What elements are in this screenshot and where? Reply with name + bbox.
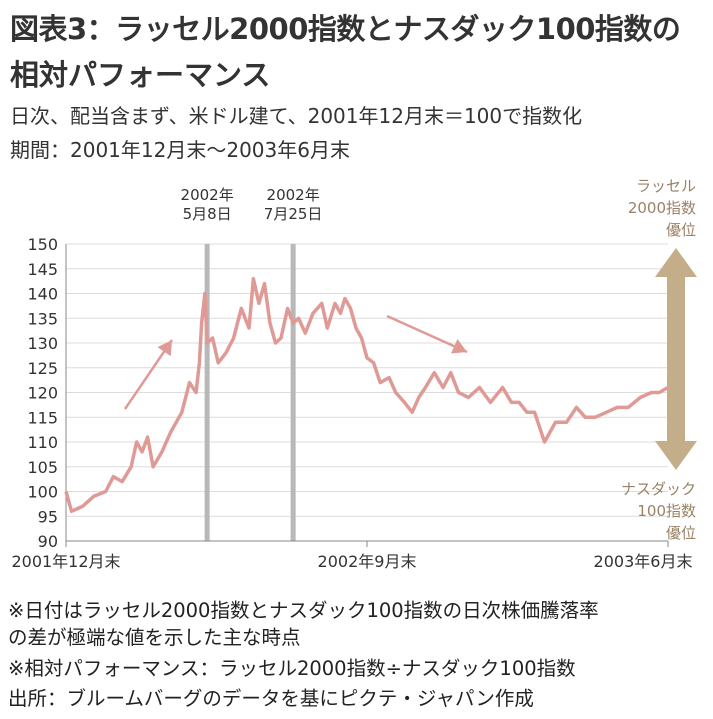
double-arrow-icon	[655, 248, 697, 470]
series-line	[64, 276, 669, 514]
side-label-bottom: 100指数	[637, 502, 696, 520]
footnote-1: ※日付はラッセル2000指数とナスダック100指数の日次株価騰落率	[8, 599, 599, 622]
trend-arrow-up	[123, 339, 174, 410]
x-tick-label: 2001年12月末	[11, 552, 120, 571]
y-tick-label: 135	[27, 309, 58, 328]
chart-subtitle-line2: 期間：2001年12月末～2003年6月末	[10, 138, 350, 162]
y-tick-label: 100	[27, 483, 58, 502]
side-label-top: 優位	[666, 221, 696, 239]
y-tick-label: 90	[38, 532, 58, 551]
chart-title-line2: 相対パフォーマンス	[10, 58, 271, 92]
event-marker-label: 7月25日	[264, 205, 323, 223]
footnote-2: の差が極端な値を示した主な時点	[8, 626, 301, 649]
x-tick-label: 2003年6月末	[594, 552, 693, 571]
y-tick-label: 110	[27, 433, 58, 452]
y-tick-label: 145	[27, 260, 58, 279]
side-label-top: ラッセル	[636, 177, 696, 195]
y-tick-label: 115	[27, 408, 58, 427]
side-label-bottom: ナスダック	[621, 480, 696, 498]
y-tick-label: 150	[27, 235, 58, 254]
y-tick-label: 120	[27, 384, 58, 403]
y-tick-label: 140	[27, 285, 58, 304]
chart-title-line1: 図表3：ラッセル2000指数とナスダック100指数の	[10, 12, 681, 46]
trend-arrow-head	[450, 338, 467, 354]
y-tick-label: 130	[27, 334, 58, 353]
event-marker-label: 2002年	[181, 186, 234, 204]
y-tick-label: 105	[27, 458, 58, 477]
side-label-bottom: 優位	[666, 524, 696, 542]
event-marker-label: 2002年	[267, 186, 320, 204]
trend-arrow-shaft	[386, 314, 468, 354]
source-note: 出所：ブルームバーグのデータを基にピクテ・ジャパン作成	[8, 687, 534, 710]
event-marker-label: 5月8日	[183, 205, 232, 223]
trend-arrow-down	[386, 314, 468, 354]
y-tick-label: 95	[38, 507, 58, 526]
footnote-3: ※相対パフォーマンス：ラッセル2000指数÷ナスダック100指数	[8, 657, 576, 680]
y-tick-label: 125	[27, 359, 58, 378]
x-tick-label: 2002年9月末	[318, 552, 417, 571]
chart-subtitle-line1: 日次、配当含まず、米ドル建て、2001年12月末＝100で指数化	[10, 104, 583, 128]
trend-arrow-head	[157, 340, 172, 357]
side-label-top: 2000指数	[628, 199, 696, 217]
